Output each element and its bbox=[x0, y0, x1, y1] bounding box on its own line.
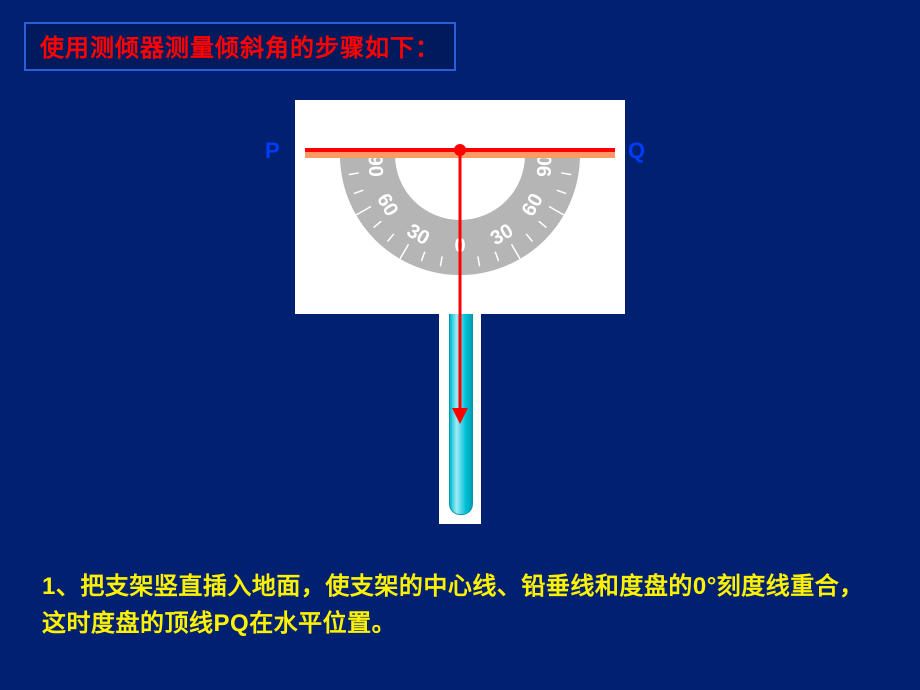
plumb-arrowhead bbox=[452, 408, 468, 424]
step-text-part1: 、把支架竖直插入地面，使支架的中心线、铅垂线和度盘的 bbox=[56, 573, 693, 600]
plumb-line bbox=[295, 142, 625, 432]
label-p: P bbox=[265, 138, 280, 164]
slide-title: 使用测倾器测量倾斜角的步骤如下： bbox=[40, 35, 440, 62]
step-number: 1 bbox=[42, 573, 56, 600]
step-pq: PQ bbox=[214, 610, 250, 637]
step-text-part4: 在水平位置。 bbox=[249, 610, 396, 637]
pivot-dot bbox=[454, 144, 466, 156]
title-box: 使用测倾器测量倾斜角的步骤如下： bbox=[24, 22, 456, 71]
step-text: 1、把支架竖直插入地面，使支架的中心线、铅垂线和度盘的0°刻度线重合，这时度盘的… bbox=[42, 568, 878, 642]
label-q: Q bbox=[628, 138, 645, 164]
